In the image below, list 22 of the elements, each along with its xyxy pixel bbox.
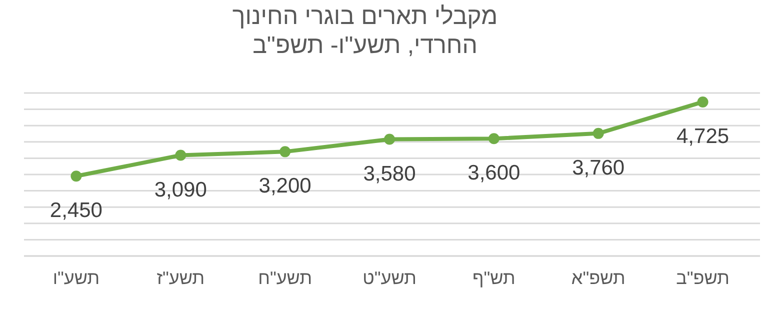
data-label: 3,090 (154, 178, 207, 202)
x-tick-label: תשע"ט (362, 268, 416, 288)
point (175, 150, 186, 161)
point (70, 170, 82, 182)
x-tick-label: תשע"ז (156, 268, 205, 288)
point (592, 128, 604, 139)
data-label: 2,450 (50, 199, 102, 222)
data-label: 3,580 (363, 162, 416, 186)
x-tick-label: תשפ"ב (676, 268, 730, 288)
x-tick-label: תשע"ח (258, 268, 312, 288)
data-label: 3,200 (258, 174, 312, 198)
point (280, 146, 291, 158)
x-tick-label: תשע"ו (52, 268, 100, 288)
data-label: 4,725 (676, 124, 730, 148)
point (384, 134, 395, 145)
chart-title: מקבלי תארים בוגרי החינוך החרדי, תשע"ו- תשפ"ב (231, 2, 499, 60)
x-tick-label: תשפ"א (571, 268, 626, 288)
data-label: 3,760 (572, 156, 625, 180)
point (697, 96, 708, 108)
x-tick-label: תש"ף (472, 268, 516, 288)
point (488, 133, 500, 144)
data-label: 3,600 (468, 162, 520, 185)
